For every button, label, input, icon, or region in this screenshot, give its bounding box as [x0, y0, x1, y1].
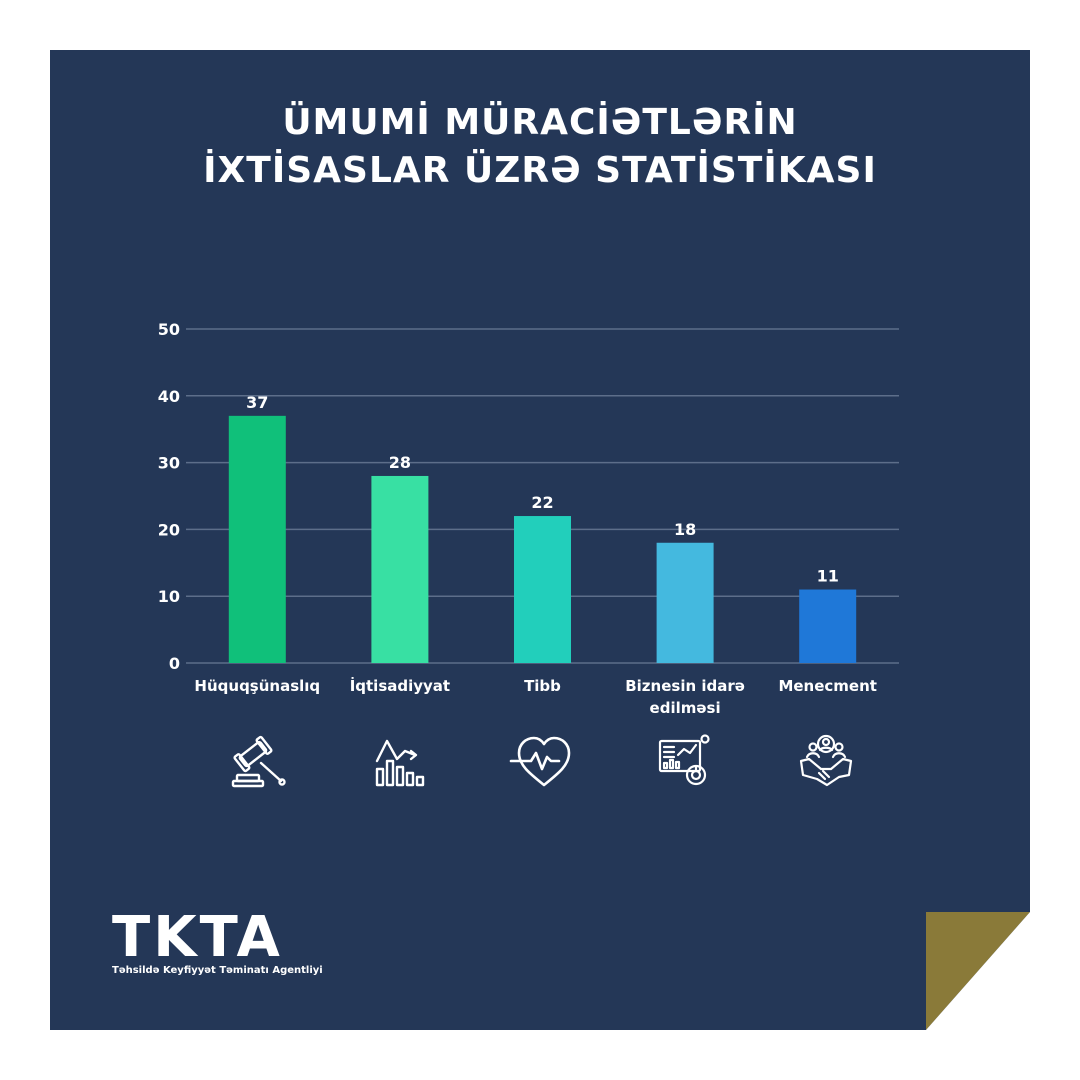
- category-label-3: Tibb: [524, 677, 561, 695]
- infographic-card: ÜMUMİ MÜRACİƏTLƏRİN İXTİSASLAR ÜZRƏ STAT…: [50, 50, 1030, 1030]
- y-tick-label-30: 30: [158, 454, 180, 473]
- value-label-2: 28: [389, 453, 411, 472]
- y-tick-label-50: 50: [158, 320, 180, 339]
- category-label-4: Biznesin idarə edilməsi: [625, 677, 745, 717]
- bar-3: [514, 516, 571, 663]
- bar-2: [371, 475, 429, 663]
- value-label-1: 37: [246, 393, 268, 412]
- y-tick-label-10: 10: [158, 587, 180, 606]
- y-tick-label-40: 40: [158, 387, 180, 406]
- y-tick-label-20: 20: [158, 520, 180, 539]
- logo-subtitle: Təhsildə Keyfiyyət Təminatı Agentliyi: [112, 965, 323, 976]
- tkta-logo: TKTA: [112, 905, 283, 970]
- bar-1: [228, 415, 286, 663]
- bar-chart: 0 10 20 30 40 50 37 Hüquqşünaslıq 28 İqtisadiyyat…: [158, 320, 899, 717]
- value-label-4: 18: [674, 520, 696, 539]
- analytics-dashboard-icon: [650, 733, 720, 789]
- title-line-1: ÜMUMİ MÜRACİƏTLƏRİN: [282, 102, 798, 143]
- gavel-icon: [225, 733, 295, 789]
- category-label-1: Hüquqşünaslıq: [194, 677, 320, 695]
- title-line-2: İXTİSASLAR ÜZRƏ STATİSTİKASI: [203, 150, 877, 191]
- value-label-3: 22: [531, 493, 553, 512]
- category-label-5: Menecment: [778, 677, 877, 695]
- team-handshake-icon: [791, 733, 861, 789]
- chart-trend-icon: [367, 733, 437, 789]
- y-tick-label-0: 0: [169, 654, 180, 673]
- heart-pulse-icon: [509, 733, 579, 789]
- value-label-5: 11: [817, 567, 839, 586]
- bar-4: [656, 542, 714, 663]
- category-label-2: İqtisadiyyat: [350, 676, 450, 695]
- bar-5: [799, 589, 857, 663]
